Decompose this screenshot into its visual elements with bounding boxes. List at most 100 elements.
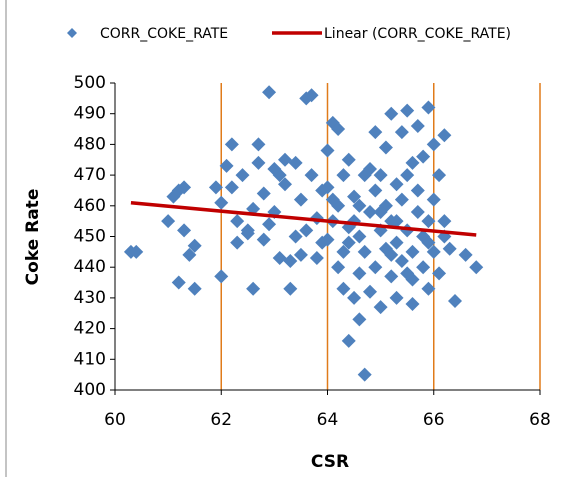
point (331, 260, 346, 275)
point (267, 161, 282, 176)
y-tick-label: 430 (74, 288, 106, 308)
point (309, 250, 324, 265)
point (373, 300, 388, 315)
point (352, 229, 367, 244)
point (336, 281, 351, 296)
point (400, 168, 415, 183)
y-axis-title: Coke Rate (23, 189, 43, 286)
point (421, 100, 436, 115)
point (246, 281, 261, 296)
point (315, 183, 330, 198)
point (416, 260, 431, 275)
legend-marker (67, 28, 77, 38)
legend-label: Linear (CORR_COKE_RATE) (324, 26, 511, 42)
point (336, 168, 351, 183)
point (357, 244, 372, 259)
point (421, 214, 436, 229)
point (389, 290, 404, 305)
y-tick-label: 500 (74, 73, 106, 93)
point (442, 241, 457, 256)
point (272, 250, 287, 265)
point (421, 235, 436, 250)
point (394, 192, 409, 207)
point (384, 269, 399, 284)
point (357, 367, 372, 382)
point (426, 192, 441, 207)
point (336, 244, 351, 259)
point (288, 229, 303, 244)
point (262, 85, 277, 100)
point (347, 189, 362, 204)
point (219, 158, 234, 173)
point (320, 232, 335, 247)
point (368, 125, 383, 140)
point (405, 155, 420, 170)
trend-line (130, 200, 477, 237)
point (177, 180, 192, 195)
point (363, 284, 377, 299)
point (363, 204, 377, 219)
x-tick-label: 60 (104, 410, 126, 430)
point (458, 247, 473, 262)
point (378, 140, 393, 155)
x-tick-label: 64 (317, 410, 339, 430)
x-axis-title: CSR (311, 452, 349, 472)
y-tick-label: 470 (74, 165, 106, 185)
point (426, 137, 441, 152)
point (432, 266, 447, 281)
point (432, 168, 447, 183)
point (416, 149, 431, 164)
point (352, 266, 367, 281)
point (177, 223, 192, 238)
point (230, 235, 245, 250)
point (214, 195, 229, 210)
point (304, 168, 319, 183)
point (283, 281, 298, 296)
x-tick-label: 62 (210, 410, 232, 430)
point (224, 137, 239, 152)
point (363, 161, 377, 176)
point (187, 281, 202, 296)
point (368, 260, 383, 275)
point (256, 186, 271, 201)
point (400, 103, 415, 118)
point (224, 180, 239, 195)
point (341, 235, 356, 250)
point (129, 244, 144, 259)
point (352, 312, 367, 327)
point (437, 214, 452, 229)
point (373, 204, 388, 219)
point (389, 235, 404, 250)
y-tick-label: 490 (74, 104, 106, 124)
y-tick-label: 480 (74, 134, 106, 154)
point (394, 125, 409, 140)
point (171, 275, 186, 290)
point (405, 244, 420, 259)
point (299, 223, 314, 238)
point (341, 152, 356, 167)
x-tick-label: 68 (529, 410, 551, 430)
y-tick-label: 460 (74, 196, 106, 216)
point (410, 183, 425, 198)
point (437, 128, 452, 143)
point (331, 122, 346, 137)
point (278, 152, 292, 167)
y-tick-label: 450 (74, 227, 106, 247)
point (187, 238, 202, 253)
point (410, 204, 425, 219)
point (347, 290, 362, 305)
point (293, 192, 308, 207)
point (293, 247, 308, 262)
point (394, 254, 409, 269)
y-tick-label: 440 (74, 257, 106, 277)
point (426, 244, 441, 259)
point (352, 198, 367, 213)
point (251, 137, 266, 152)
point (320, 143, 335, 158)
point (208, 180, 223, 195)
y-tick-label: 410 (74, 349, 106, 369)
point (405, 297, 420, 312)
point (278, 177, 292, 192)
legend-label: CORR_COKE_RATE (100, 26, 228, 42)
